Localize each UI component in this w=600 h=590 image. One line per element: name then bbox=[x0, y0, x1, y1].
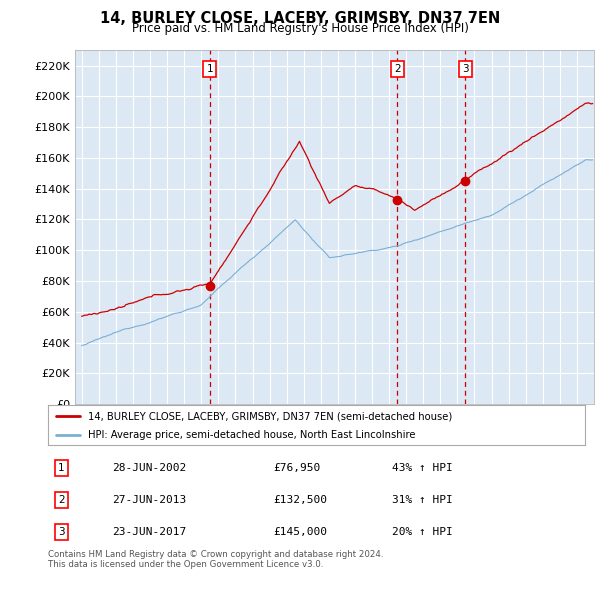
Text: 31% ↑ HPI: 31% ↑ HPI bbox=[392, 495, 452, 505]
Text: 3: 3 bbox=[58, 527, 65, 537]
Text: £132,500: £132,500 bbox=[274, 495, 328, 505]
Text: Price paid vs. HM Land Registry's House Price Index (HPI): Price paid vs. HM Land Registry's House … bbox=[131, 22, 469, 35]
Text: 1: 1 bbox=[206, 64, 213, 74]
Text: Contains HM Land Registry data © Crown copyright and database right 2024.
This d: Contains HM Land Registry data © Crown c… bbox=[48, 550, 383, 569]
Text: 27-JUN-2013: 27-JUN-2013 bbox=[112, 495, 187, 505]
Text: 14, BURLEY CLOSE, LACEBY, GRIMSBY, DN37 7EN (semi-detached house): 14, BURLEY CLOSE, LACEBY, GRIMSBY, DN37 … bbox=[88, 411, 452, 421]
Text: 20% ↑ HPI: 20% ↑ HPI bbox=[392, 527, 452, 537]
Text: HPI: Average price, semi-detached house, North East Lincolnshire: HPI: Average price, semi-detached house,… bbox=[88, 430, 416, 440]
Text: 2: 2 bbox=[394, 64, 401, 74]
Text: 3: 3 bbox=[462, 64, 469, 74]
Text: 2: 2 bbox=[58, 495, 65, 505]
Text: 23-JUN-2017: 23-JUN-2017 bbox=[112, 527, 187, 537]
Text: 1: 1 bbox=[58, 463, 65, 473]
Text: 28-JUN-2002: 28-JUN-2002 bbox=[112, 463, 187, 473]
Text: 14, BURLEY CLOSE, LACEBY, GRIMSBY, DN37 7EN: 14, BURLEY CLOSE, LACEBY, GRIMSBY, DN37 … bbox=[100, 11, 500, 25]
Text: £76,950: £76,950 bbox=[274, 463, 321, 473]
Text: £145,000: £145,000 bbox=[274, 527, 328, 537]
Text: 43% ↑ HPI: 43% ↑ HPI bbox=[392, 463, 452, 473]
